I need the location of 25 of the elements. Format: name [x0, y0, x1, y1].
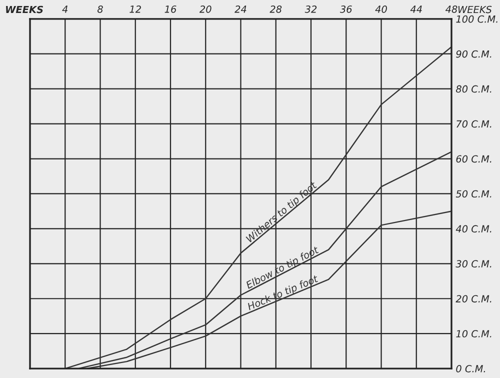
- y-tick-label: 30 C.M.: [456, 260, 492, 268]
- y-tick-label: 40 C.M.: [456, 225, 492, 233]
- x-tick-label: 20: [199, 5, 212, 13]
- y-tick-label: 100 C.M.: [456, 15, 498, 23]
- y-tick-label: 10 C.M.: [456, 330, 492, 338]
- x-axis-title: WEEKS: [6, 6, 44, 14]
- x-tick-label: 24: [234, 5, 246, 13]
- y-tick-label: 80 C.M.: [456, 85, 492, 93]
- x-tick-label: 16: [164, 5, 176, 13]
- x-tick-label: 8: [97, 5, 103, 13]
- x-tick-label: 36: [340, 5, 352, 13]
- x-tick-label: 44: [410, 6, 422, 13]
- y-tick-label: 90 C.M.: [456, 50, 492, 58]
- y-tick-label: 70 C.M.: [456, 120, 492, 128]
- text: WEEKS: [458, 6, 492, 14]
- y-tick-label: 0 C.M.: [456, 365, 486, 372]
- y-tick-label: 20 C.M.: [456, 295, 492, 302]
- x-tick-label: 4: [62, 6, 68, 13]
- y-tick-label: 60 C.M.: [456, 155, 492, 163]
- x-tick-label: 32: [304, 5, 317, 13]
- x-tick-label: 28: [270, 5, 282, 13]
- x-tick-label: 12: [130, 5, 141, 13]
- x-tick-label: 40: [375, 5, 387, 13]
- x-tick-label: 48: [445, 5, 458, 13]
- y-tick-label: 50 C.M.: [456, 190, 492, 198]
